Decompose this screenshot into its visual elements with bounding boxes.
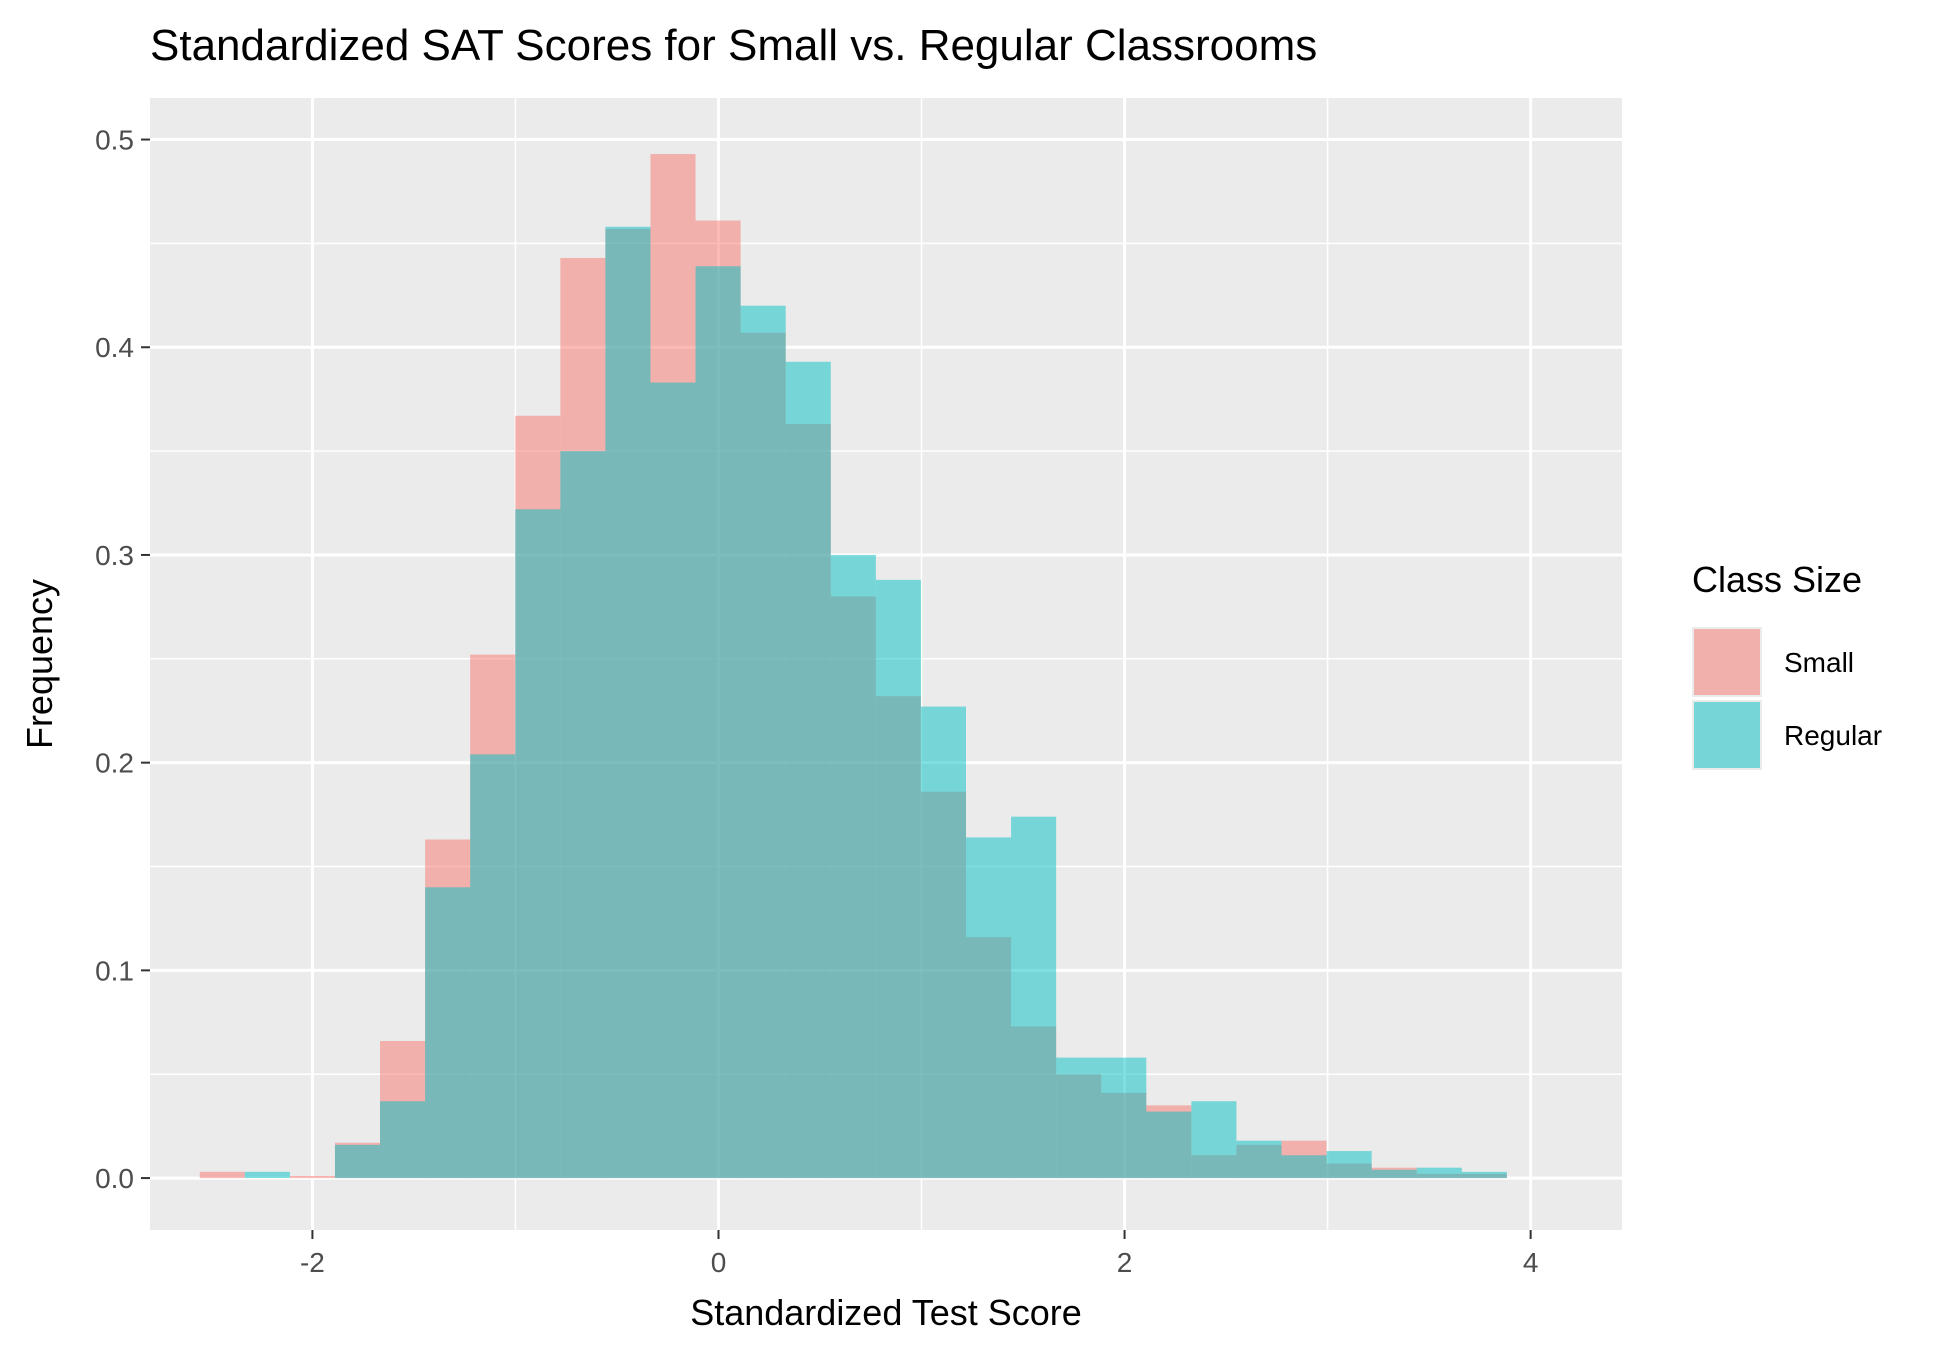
x-axis-title: Standardized Test Score xyxy=(690,1292,1082,1333)
bar-regular xyxy=(560,451,606,1179)
bar-regular xyxy=(1371,1169,1417,1179)
y-tick-label: 0.2 xyxy=(95,748,134,779)
bar-regular xyxy=(1326,1151,1372,1179)
series-regular xyxy=(244,226,1507,1179)
bar-regular xyxy=(830,554,876,1179)
y-tick-label: 0.3 xyxy=(95,540,134,571)
legend-items: Small Regular xyxy=(1692,627,1882,770)
legend-key-regular xyxy=(1694,702,1760,768)
x-axis: -2 0 2 4 xyxy=(300,1230,1538,1278)
bar-regular xyxy=(740,305,786,1179)
histogram-bars xyxy=(199,154,1507,1179)
y-tick-label: 0.4 xyxy=(95,332,134,363)
bar-regular xyxy=(334,1144,381,1179)
x-tick-label: 2 xyxy=(1117,1247,1133,1278)
y-axis: 0.0 0.1 0.2 0.3 0.4 0.5 xyxy=(95,125,150,1194)
legend-label-small: Small xyxy=(1784,647,1854,678)
x-tick-label: 0 xyxy=(711,1247,727,1278)
y-axis-title: Frequency xyxy=(19,579,60,749)
chart-title: Standardized SAT Scores for Small vs. Re… xyxy=(150,21,1317,70)
x-tick-label: -2 xyxy=(300,1247,325,1278)
bar-regular xyxy=(425,887,471,1179)
bar-regular xyxy=(785,361,831,1179)
bar-regular xyxy=(515,509,561,1179)
bar-regular xyxy=(965,837,1012,1179)
bar-regular xyxy=(1281,1155,1327,1179)
legend-title: Class Size xyxy=(1692,559,1862,600)
bar-regular xyxy=(920,706,966,1179)
bar-regular xyxy=(1146,1111,1192,1179)
legend: Class Size Small Regular xyxy=(1692,559,1882,770)
legend-key-small xyxy=(1694,629,1760,695)
bar-regular xyxy=(1416,1167,1462,1179)
bar-regular xyxy=(1236,1140,1282,1179)
legend-label-regular: Regular xyxy=(1784,720,1882,751)
bar-small xyxy=(199,1171,245,1179)
bar-regular xyxy=(1056,1057,1102,1179)
bar-small xyxy=(289,1175,335,1179)
bar-regular xyxy=(1101,1057,1147,1179)
bar-regular xyxy=(650,382,696,1179)
x-tick-label: 4 xyxy=(1523,1247,1539,1278)
bar-regular xyxy=(605,226,651,1179)
bar-regular xyxy=(1011,816,1057,1179)
bar-regular xyxy=(244,1171,290,1179)
y-tick-label: 0.1 xyxy=(95,955,134,986)
y-tick-label: 0.0 xyxy=(95,1163,134,1194)
bar-regular xyxy=(695,266,741,1179)
bar-regular xyxy=(1191,1101,1237,1179)
bar-regular xyxy=(470,754,516,1179)
bar-regular xyxy=(875,579,921,1179)
bar-regular xyxy=(380,1101,426,1179)
bar-regular xyxy=(1461,1171,1507,1179)
y-tick-label: 0.5 xyxy=(95,125,134,156)
